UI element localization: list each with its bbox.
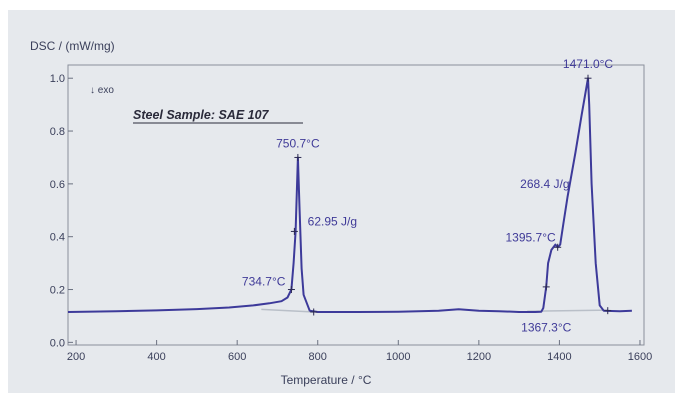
x-tick-label: 600 bbox=[228, 351, 246, 363]
peak-annotation: 1367.3°C bbox=[521, 320, 572, 334]
y-axis-ticks: 0.0 0.2 0.4 0.6 0.8 1.0 bbox=[50, 73, 73, 349]
x-tick-label: 200 bbox=[67, 351, 85, 363]
x-axis-ticks: 200 400 600 800 1000 1200 1400 1600 bbox=[67, 340, 652, 363]
chart-panel bbox=[8, 10, 675, 393]
peak-annotation: 1471.0°C bbox=[563, 57, 614, 71]
peak-annotation: 62.95 J/g bbox=[308, 214, 357, 228]
y-tick-label: 0.0 bbox=[50, 337, 65, 349]
annotations-group: 750.7°C 62.95 J/g 734.7°C 1471.0°C 268.4 J/g… bbox=[242, 57, 613, 334]
x-tick-label: 400 bbox=[147, 351, 165, 363]
markers-group bbox=[287, 74, 612, 316]
peak-annotation: 734.7°C bbox=[242, 275, 286, 289]
peak-annotation: 1395.7°C bbox=[506, 230, 557, 244]
y-tick-label: 0.6 bbox=[50, 179, 65, 191]
y-tick-label: 0.8 bbox=[50, 126, 65, 138]
peak-annotation: 750.7°C bbox=[276, 136, 320, 150]
x-tick-label: 800 bbox=[309, 351, 327, 363]
y-tick-label: 1.0 bbox=[50, 73, 65, 85]
y-tick-label: 0.2 bbox=[50, 285, 65, 297]
dsc-curve bbox=[67, 77, 632, 313]
y-tick-label: 0.4 bbox=[50, 232, 65, 244]
axis-frame bbox=[67, 64, 645, 346]
baseline-line bbox=[261, 308, 314, 313]
series-group bbox=[67, 77, 632, 313]
x-axis-label: Temperature / °C bbox=[281, 373, 372, 387]
x-tick-label: 1600 bbox=[628, 351, 652, 363]
x-tick-label: 1000 bbox=[386, 351, 410, 363]
peak-annotation: 268.4 J/g bbox=[520, 177, 569, 191]
x-tick-label: 1200 bbox=[467, 351, 491, 363]
exo-marker: ↓ exo bbox=[90, 85, 114, 96]
plot-border bbox=[67, 64, 645, 346]
x-tick-label: 1400 bbox=[547, 351, 571, 363]
sample-label: Steel Sample: SAE 107 bbox=[133, 108, 270, 122]
y-axis-label: DSC / (mW/mg) bbox=[30, 39, 115, 53]
